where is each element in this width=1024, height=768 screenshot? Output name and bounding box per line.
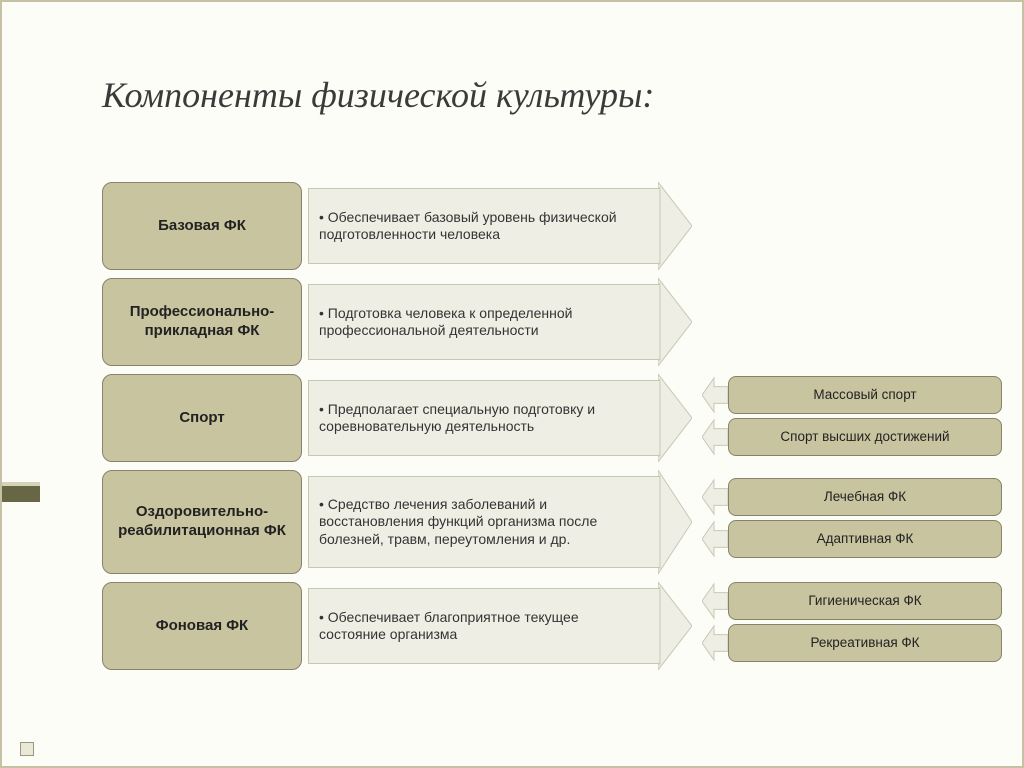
sub-item: Лечебная ФК [702, 478, 1002, 516]
page-title: Компоненты физической культуры: [102, 74, 654, 116]
arrow-right-icon [658, 374, 692, 462]
arrow-right-icon [658, 582, 692, 670]
sub-group: Гигиеническая ФК Рекреативная ФК [702, 582, 1002, 662]
description-text: • Обеспечивает благоприятное текущее сос… [319, 609, 648, 644]
sub-group: Массовый спорт Спорт высших достижений [702, 376, 1002, 456]
component-row: Спорт • Предполагает специальную подготов… [102, 374, 692, 462]
description-arrow: • Обеспечивает базовый уровень физическо… [308, 182, 692, 270]
sub-item: Массовый спорт [702, 376, 1002, 414]
sub-group: Лечебная ФК Адаптивная ФК [702, 478, 1002, 558]
component-row: Оздоровительно-реабилитационная ФК • Сред… [102, 470, 692, 574]
description-text: • Подготовка человека к определенной про… [319, 305, 648, 340]
arrow-right-icon [658, 182, 692, 270]
arrow-left-icon [702, 376, 728, 414]
description-body: • Подготовка человека к определенной про… [308, 284, 660, 360]
corner-square-decoration [20, 742, 34, 756]
description-body: • Предполагает специальную подготовку и … [308, 380, 660, 456]
component-row: Профессионально-прикладная ФК • Подготовк… [102, 278, 692, 366]
component-row: Базовая ФК • Обеспечивает базовый уровень… [102, 182, 692, 270]
left-accent-bar [2, 482, 40, 502]
arrow-right-icon [658, 278, 692, 366]
arrow-left-icon [702, 418, 728, 456]
description-text: • Средство лечения заболеваний и восстан… [319, 496, 648, 549]
rows-container: Базовая ФК • Обеспечивает базовый уровень… [102, 182, 692, 678]
sub-item: Гигиеническая ФК [702, 582, 1002, 620]
component-label: Фоновая ФК [102, 582, 302, 670]
description-arrow: • Подготовка человека к определенной про… [308, 278, 692, 366]
sub-label: Спорт высших достижений [728, 418, 1002, 456]
sub-label: Массовый спорт [728, 376, 1002, 414]
component-label: Профессионально-прикладная ФК [102, 278, 302, 366]
description-body: • Обеспечивает благоприятное текущее сос… [308, 588, 660, 664]
component-label: Оздоровительно-реабилитационная ФК [102, 470, 302, 574]
arrow-left-icon [702, 582, 728, 620]
description-body: • Обеспечивает базовый уровень физическо… [308, 188, 660, 264]
description-body: • Средство лечения заболеваний и восстан… [308, 476, 660, 568]
arrow-left-icon [702, 520, 728, 558]
description-text: • Предполагает специальную подготовку и … [319, 401, 648, 436]
arrow-left-icon [702, 624, 728, 662]
sub-column: Массовый спорт Спорт высших достижений Л… [702, 376, 1002, 666]
description-text: • Обеспечивает базовый уровень физическо… [319, 209, 648, 244]
sub-item: Спорт высших достижений [702, 418, 1002, 456]
description-arrow: • Средство лечения заболеваний и восстан… [308, 470, 692, 574]
description-arrow: • Предполагает специальную подготовку и … [308, 374, 692, 462]
arrow-left-icon [702, 478, 728, 516]
sub-label: Гигиеническая ФК [728, 582, 1002, 620]
sub-item: Адаптивная ФК [702, 520, 1002, 558]
component-label: Базовая ФК [102, 182, 302, 270]
sub-label: Лечебная ФК [728, 478, 1002, 516]
description-arrow: • Обеспечивает благоприятное текущее сос… [308, 582, 692, 670]
sub-label: Адаптивная ФК [728, 520, 1002, 558]
sub-label: Рекреативная ФК [728, 624, 1002, 662]
sub-item: Рекреативная ФК [702, 624, 1002, 662]
component-label: Спорт [102, 374, 302, 462]
component-row: Фоновая ФК • Обеспечивает благоприятное т… [102, 582, 692, 670]
arrow-right-icon [658, 470, 692, 574]
